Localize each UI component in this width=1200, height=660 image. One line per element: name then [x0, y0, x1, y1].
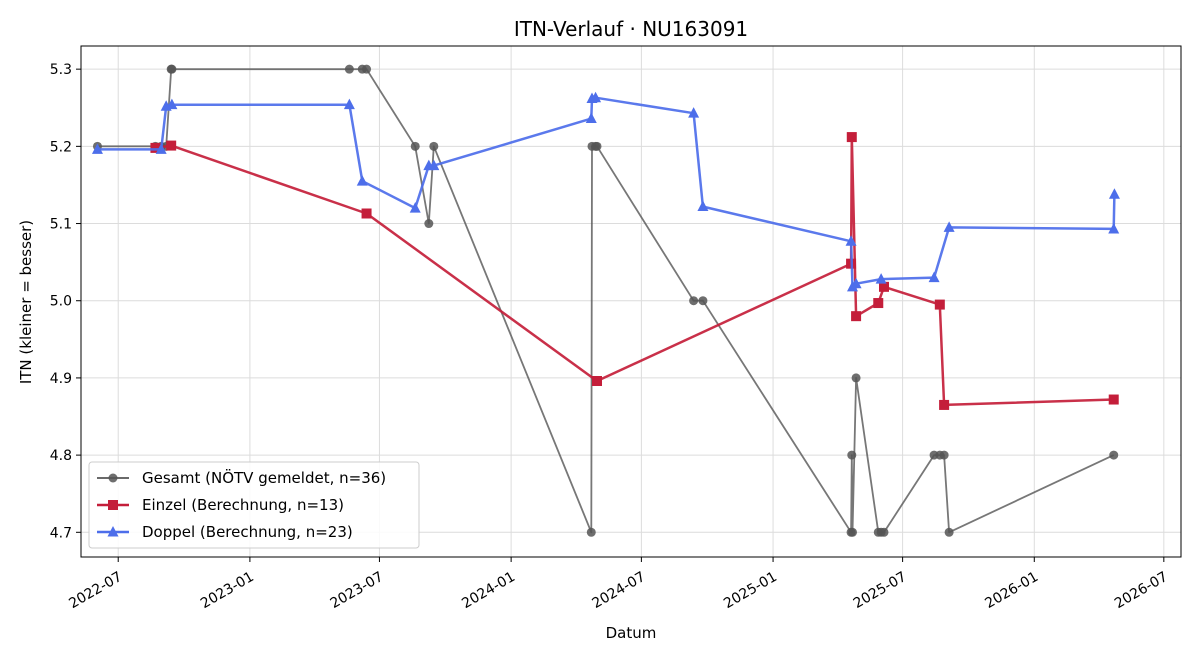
- data-point: [879, 527, 889, 537]
- y-tick-label: 5.2: [50, 139, 72, 155]
- legend-marker: [107, 526, 119, 537]
- data-point: [698, 296, 708, 306]
- data-point: [410, 141, 420, 151]
- data-point: [592, 376, 603, 387]
- data-point: [873, 298, 884, 309]
- y-tick-label: 4.7: [50, 525, 72, 541]
- y-tick-label: 4.8: [50, 448, 72, 464]
- data-point: [590, 91, 602, 103]
- data-point: [166, 98, 178, 110]
- data-point: [592, 141, 602, 151]
- data-point: [689, 296, 699, 306]
- series-triangle: [91, 91, 1120, 292]
- data-point: [1108, 188, 1120, 199]
- data-point: [150, 142, 161, 153]
- legend-marker: [108, 500, 118, 510]
- y-tick-label: 5.1: [50, 217, 72, 233]
- data-point: [928, 271, 940, 283]
- plot-frame: [80, 45, 1182, 558]
- data-point: [586, 527, 596, 537]
- data-point: [697, 200, 709, 212]
- legend-label: Doppel (Berechnung, n=23): [142, 523, 353, 541]
- x-axis-title: Datum: [606, 624, 657, 642]
- data-point: [878, 281, 889, 292]
- data-point: [585, 112, 597, 124]
- data-point: [944, 527, 954, 537]
- data-point: [166, 140, 177, 151]
- series-layer: [91, 64, 1120, 537]
- data-point: [850, 277, 862, 289]
- series-line: [155, 135, 1114, 407]
- data-point: [409, 202, 421, 213]
- legend-entry: Doppel (Berechnung, n=23): [97, 523, 353, 541]
- chart-title: ITN-Verlauf · NU163091: [514, 17, 748, 41]
- data-point: [428, 159, 440, 171]
- data-point: [688, 107, 700, 118]
- y-tick-label: 5.3: [50, 62, 72, 78]
- data-point: [361, 208, 372, 219]
- legend-entry: Einzel (Berechnung, n=13): [97, 496, 344, 514]
- data-point: [943, 221, 955, 232]
- data-point: [875, 273, 887, 284]
- data-point: [934, 299, 945, 310]
- data-point: [1108, 394, 1119, 405]
- data-point: [847, 450, 857, 460]
- data-point: [343, 98, 355, 110]
- data-point: [851, 373, 861, 383]
- data-point: [424, 219, 434, 229]
- legend: Gesamt (NÖTV gemeldet, n=36) Einzel (Bere…: [88, 461, 420, 549]
- data-point: [167, 64, 177, 74]
- data-point: [356, 175, 368, 186]
- data-point: [155, 143, 167, 154]
- legend-label: Gesamt (NÖTV gemeldet, n=36): [142, 468, 386, 487]
- legend-label: Einzel (Berechnung, n=13): [142, 496, 344, 514]
- legend-marker: [108, 473, 118, 483]
- data-point: [362, 64, 372, 74]
- data-point: [846, 132, 857, 143]
- legend-entry: Gesamt (NÖTV gemeldet, n=36): [97, 468, 386, 487]
- y-axis-title: ITN (kleiner = besser): [17, 220, 35, 384]
- data-point: [848, 527, 858, 537]
- data-point: [1108, 222, 1120, 234]
- data-point: [1109, 450, 1119, 460]
- data-point: [939, 450, 949, 460]
- data-point: [429, 141, 439, 151]
- data-point: [845, 235, 857, 246]
- data-point: [851, 311, 862, 322]
- legend-box: [88, 461, 420, 549]
- data-point: [344, 64, 354, 74]
- data-point: [939, 399, 950, 410]
- y-tick-label: 4.9: [50, 371, 72, 387]
- grid-lines: [81, 46, 1181, 557]
- data-point: [91, 143, 103, 154]
- y-tick-label: 5.0: [50, 294, 72, 310]
